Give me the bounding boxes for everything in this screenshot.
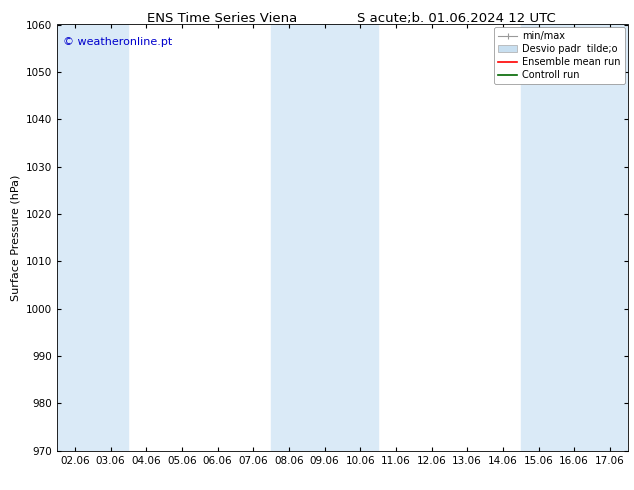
Legend: min/max, Desvio padr  tilde;o, Ensemble mean run, Controll run: min/max, Desvio padr tilde;o, Ensemble m…	[494, 27, 624, 84]
Text: © weatheronline.pt: © weatheronline.pt	[63, 37, 172, 48]
Bar	[271, 24, 378, 451]
Text: S acute;b. 01.06.2024 12 UTC: S acute;b. 01.06.2024 12 UTC	[357, 12, 556, 25]
Bar	[57, 24, 128, 451]
Bar	[521, 24, 628, 451]
Text: ENS Time Series Viena: ENS Time Series Viena	[147, 12, 297, 25]
Y-axis label: Surface Pressure (hPa): Surface Pressure (hPa)	[10, 174, 20, 301]
